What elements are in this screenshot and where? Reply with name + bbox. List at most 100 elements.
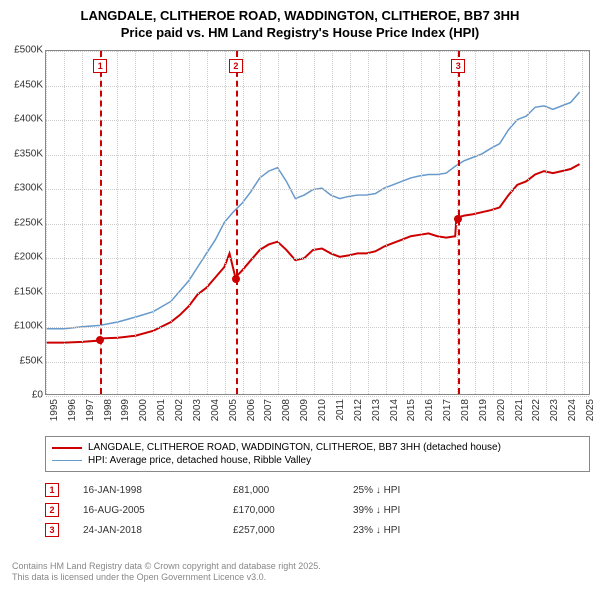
annotation-marker: 1 [93, 59, 107, 73]
legend-swatch [52, 460, 82, 461]
y-gridline [46, 86, 589, 87]
y-tick-label: £250K [5, 217, 43, 228]
x-tick-label: 2007 [263, 399, 274, 421]
sales-row: 1 16-JAN-1998£81,00025% ↓ HPI [45, 480, 590, 500]
y-tick-label: £0 [5, 390, 43, 401]
sales-hpi: 23% ↓ HPI [353, 525, 473, 536]
x-gridline [314, 51, 315, 394]
x-gridline [439, 51, 440, 394]
y-gridline [46, 293, 589, 294]
sales-date: 16-JAN-1998 [83, 485, 233, 496]
x-gridline [332, 51, 333, 394]
x-gridline [278, 51, 279, 394]
x-gridline [153, 51, 154, 394]
y-gridline [46, 155, 589, 156]
x-tick-label: 1998 [103, 399, 114, 421]
x-tick-label: 2002 [174, 399, 185, 421]
footer-line-1: Contains HM Land Registry data © Crown c… [12, 561, 321, 573]
x-gridline [546, 51, 547, 394]
sales-row: 216-AUG-2005£170,00039% ↓ HPI [45, 500, 590, 520]
x-tick-label: 2008 [281, 399, 292, 421]
x-gridline [46, 51, 47, 394]
x-gridline [64, 51, 65, 394]
x-gridline [528, 51, 529, 394]
sales-table: 1 16-JAN-1998£81,00025% ↓ HPI 2 16-AUG-2005… [45, 480, 590, 540]
footer: Contains HM Land Registry data © Crown c… [12, 561, 321, 584]
legend: LANGDALE, CLITHEROE ROAD, WADDINGTON, CL… [45, 436, 590, 472]
x-tick-label: 2019 [478, 399, 489, 421]
y-tick-label: £300K [5, 183, 43, 194]
y-gridline [46, 327, 589, 328]
legend-item: LANGDALE, CLITHEROE ROAD, WADDINGTON, CL… [52, 441, 583, 454]
x-gridline [243, 51, 244, 394]
legend-item: HPI: Average price, detached house, Ribb… [52, 454, 583, 467]
title-block: LANGDALE, CLITHEROE ROAD, WADDINGTON, CL… [0, 8, 600, 42]
y-gridline [46, 396, 589, 397]
title-line-2: Price paid vs. HM Land Registry's House … [0, 25, 600, 42]
x-gridline [260, 51, 261, 394]
annotation-point [232, 275, 240, 283]
x-gridline [564, 51, 565, 394]
x-tick-label: 2022 [531, 399, 542, 421]
x-tick-label: 2015 [406, 399, 417, 421]
x-tick-label: 2024 [567, 399, 578, 421]
x-gridline [582, 51, 583, 394]
x-tick-label: 2004 [210, 399, 221, 421]
x-tick-label: 2017 [442, 399, 453, 421]
x-tick-label: 2014 [389, 399, 400, 421]
sales-hpi: 39% ↓ HPI [353, 505, 473, 516]
x-gridline [135, 51, 136, 394]
annotation-line [236, 51, 238, 394]
annotation-marker: 3 [451, 59, 465, 73]
x-tick-label: 1999 [120, 399, 131, 421]
x-tick-label: 1997 [85, 399, 96, 421]
y-tick-label: £350K [5, 148, 43, 159]
y-tick-label: £50K [5, 355, 43, 366]
annotation-marker: 2 [229, 59, 243, 73]
sales-row: 324-JAN-2018£257,00023% ↓ HPI [45, 520, 590, 540]
x-tick-label: 2006 [246, 399, 257, 421]
x-gridline [117, 51, 118, 394]
x-tick-label: 2005 [228, 399, 239, 421]
sales-date: 16-AUG-2005 [83, 505, 233, 516]
x-tick-label: 2025 [585, 399, 596, 421]
x-gridline [403, 51, 404, 394]
sales-price: £81,000 [233, 485, 353, 496]
sales-marker: 2 [45, 503, 59, 517]
y-gridline [46, 120, 589, 121]
y-gridline [46, 362, 589, 363]
x-tick-label: 2023 [549, 399, 560, 421]
sales-date: 24-JAN-2018 [83, 525, 233, 536]
x-gridline [225, 51, 226, 394]
x-tick-label: 2011 [335, 399, 346, 421]
x-tick-label: 2018 [460, 399, 471, 421]
x-tick-label: 2010 [317, 399, 328, 421]
y-gridline [46, 189, 589, 190]
x-tick-label: 2020 [496, 399, 507, 421]
x-tick-label: 1995 [49, 399, 60, 421]
x-tick-label: 2013 [371, 399, 382, 421]
x-gridline [511, 51, 512, 394]
legend-label: HPI: Average price, detached house, Ribb… [88, 455, 311, 466]
y-tick-label: £450K [5, 79, 43, 90]
x-gridline [350, 51, 351, 394]
y-gridline [46, 224, 589, 225]
x-tick-label: 2001 [156, 399, 167, 421]
x-gridline [296, 51, 297, 394]
y-tick-label: £100K [5, 321, 43, 332]
x-gridline [82, 51, 83, 394]
annotation-point [454, 215, 462, 223]
footer-line-2: This data is licensed under the Open Gov… [12, 572, 321, 584]
sales-marker: 3 [45, 523, 59, 537]
y-tick-label: £500K [5, 45, 43, 56]
annotation-point [96, 336, 104, 344]
x-tick-label: 2021 [514, 399, 525, 421]
x-gridline [171, 51, 172, 394]
x-tick-label: 2009 [299, 399, 310, 421]
x-tick-label: 1996 [67, 399, 78, 421]
sales-hpi: 25% ↓ HPI [353, 485, 473, 496]
title-line-1: LANGDALE, CLITHEROE ROAD, WADDINGTON, CL… [0, 8, 600, 25]
sales-marker: 1 [45, 483, 59, 497]
x-gridline [189, 51, 190, 394]
legend-swatch [52, 447, 82, 449]
